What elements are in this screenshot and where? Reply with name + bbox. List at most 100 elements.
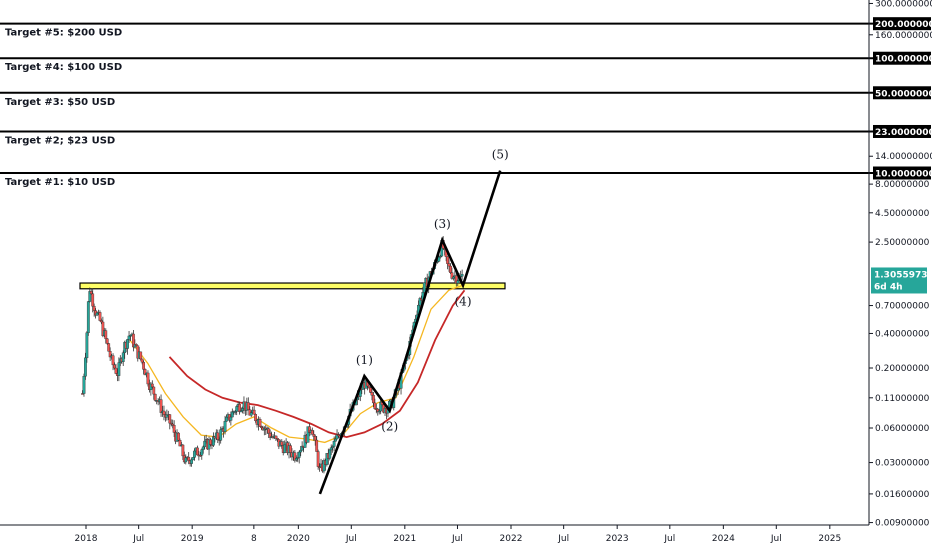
svg-text:1.30559731: 1.30559731 bbox=[874, 270, 932, 280]
target-price-badge: 23.00000000 bbox=[873, 124, 932, 138]
x-tick-label: 2024 bbox=[712, 534, 735, 544]
candle bbox=[187, 452, 191, 465]
candle bbox=[225, 414, 228, 422]
svg-text:200.00000000: 200.00000000 bbox=[875, 20, 932, 30]
y-tick-label: 4.50000000 bbox=[875, 209, 930, 219]
y-tick-label: 0.40000000 bbox=[875, 329, 930, 339]
candle bbox=[168, 414, 172, 430]
candle bbox=[310, 427, 314, 435]
candle bbox=[328, 448, 332, 461]
candle bbox=[246, 397, 250, 410]
candle bbox=[162, 405, 166, 421]
candle bbox=[129, 334, 132, 341]
candle bbox=[223, 415, 227, 435]
candle bbox=[316, 449, 320, 470]
candle bbox=[454, 273, 458, 287]
y-tick-label: 0.01600000 bbox=[875, 490, 930, 500]
candle bbox=[107, 342, 111, 352]
current-price-badge: 1.30559731 6d 4h bbox=[871, 267, 932, 294]
candle bbox=[219, 426, 223, 444]
y-tick-label: 0.70000000 bbox=[875, 302, 930, 312]
candle bbox=[299, 446, 303, 457]
target-price-badge: 200.00000000 bbox=[873, 17, 932, 31]
y-tick-label: 14.00000000 bbox=[875, 152, 932, 162]
target-price-badge: 10.00000000 bbox=[873, 166, 932, 180]
x-tick-label: 2019 bbox=[181, 534, 204, 544]
ma-fast-line bbox=[129, 284, 464, 444]
svg-text:50.00000000: 50.00000000 bbox=[875, 89, 932, 99]
candle bbox=[283, 440, 287, 454]
y-tick-label: 0.00900000 bbox=[875, 519, 930, 529]
candle bbox=[293, 450, 297, 463]
x-tick-label: 2021 bbox=[393, 534, 416, 544]
target-price-badge: 100.00000000 bbox=[873, 51, 932, 65]
x-tick-label: Jul bbox=[557, 534, 569, 544]
price-badges-layer: 200.00000000 100.00000000 50.00000000 23.00… bbox=[871, 17, 932, 294]
x-tick-label: 2022 bbox=[500, 534, 523, 544]
target-label: Target #1: $10 USD bbox=[5, 177, 115, 188]
target-price-badge: 50.00000000 bbox=[873, 86, 932, 100]
candle bbox=[258, 417, 262, 427]
candle bbox=[230, 408, 234, 418]
x-tick-label: 2020 bbox=[287, 534, 310, 544]
candle bbox=[104, 328, 108, 344]
candle bbox=[446, 256, 449, 270]
candle bbox=[91, 288, 95, 313]
svg-text:23.00000000: 23.00000000 bbox=[875, 128, 932, 138]
candle bbox=[105, 338, 109, 345]
candle bbox=[142, 360, 145, 375]
candle bbox=[334, 435, 337, 442]
target-label: Target #4: $100 USD bbox=[5, 62, 122, 73]
y-tick-label: 8.00000000 bbox=[875, 180, 930, 190]
candle bbox=[254, 413, 257, 423]
candle bbox=[297, 450, 301, 464]
wave-label: (4) bbox=[455, 294, 472, 308]
candle bbox=[450, 267, 454, 280]
candle bbox=[88, 287, 92, 303]
candle bbox=[369, 387, 372, 394]
svg-text:100.00000000: 100.00000000 bbox=[875, 55, 932, 65]
candle bbox=[111, 353, 115, 371]
wave-label: (1) bbox=[356, 353, 373, 367]
moving-averages-layer bbox=[129, 284, 466, 444]
y-tick-label: 0.03000000 bbox=[875, 459, 930, 469]
candle bbox=[150, 380, 154, 389]
y-tick-label: 160.00000000 bbox=[875, 31, 932, 41]
x-tick-label: Jul bbox=[663, 534, 675, 544]
y-tick-label: 0.06000000 bbox=[875, 424, 930, 434]
candle bbox=[235, 405, 239, 416]
x-tick-label: 2025 bbox=[818, 534, 841, 544]
candle bbox=[82, 373, 86, 397]
candle bbox=[216, 429, 220, 444]
candle bbox=[98, 310, 102, 322]
x-tick-label: 2018 bbox=[75, 534, 98, 544]
candle bbox=[276, 437, 279, 442]
candle bbox=[172, 420, 176, 437]
candle bbox=[84, 352, 87, 380]
target-label: Target #3: $50 USD bbox=[5, 97, 115, 108]
x-tick-label: Jul bbox=[770, 534, 782, 544]
target-label: Target #2; $23 USD bbox=[5, 135, 115, 146]
candle bbox=[196, 445, 199, 456]
x-tick-label: 8 bbox=[251, 534, 257, 544]
wave-label: (3) bbox=[434, 217, 451, 231]
candle bbox=[274, 435, 278, 442]
svg-text:6d 4h: 6d 4h bbox=[874, 282, 903, 292]
elliott-wave-layer: (1) (2) (3) (4) (5) bbox=[318, 148, 509, 495]
y-tick-label: 2.50000000 bbox=[875, 238, 930, 248]
candle bbox=[181, 443, 185, 460]
candle bbox=[85, 331, 89, 363]
candle bbox=[460, 269, 464, 280]
candle bbox=[203, 435, 207, 450]
candle bbox=[249, 410, 253, 418]
x-tick-label: Jul bbox=[132, 534, 144, 544]
support-zone-rect bbox=[79, 282, 506, 290]
candle bbox=[200, 448, 204, 460]
candle bbox=[126, 338, 129, 355]
candle bbox=[146, 370, 150, 387]
candle bbox=[117, 357, 121, 382]
svg-text:10.00000000: 10.00000000 bbox=[875, 170, 932, 180]
elliott-wave-path bbox=[318, 170, 502, 495]
